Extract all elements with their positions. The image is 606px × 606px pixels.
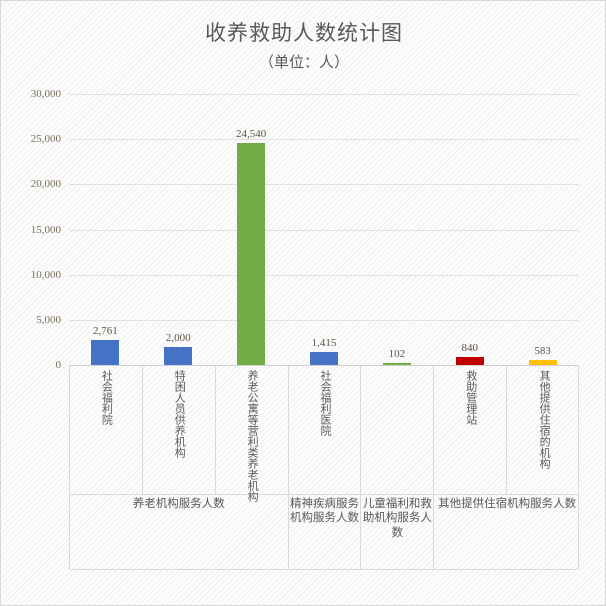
chart-subtitle: （单位：人） <box>258 55 349 71</box>
category-cell: 其他提供住宿的机构 <box>507 366 580 495</box>
category-label: 特困人员供养机构 <box>173 370 186 458</box>
category-cell: 养老公寓等营利类养老机构 <box>216 366 289 502</box>
plot-area: 2,761 2,000 24,540 1,415 102 840 583 <box>69 94 579 366</box>
bar-value-label: 1,415 <box>311 337 337 350</box>
group-cell: 精神疾病服务机构服务人数 <box>289 495 362 570</box>
group-cell: 养老机构服务人数 <box>70 495 289 570</box>
category-cell: 救助管理站 <box>434 366 508 495</box>
bar-value-label: 24,540 <box>236 128 267 141</box>
y-axis-tick-label: 15,000 <box>30 223 61 236</box>
y-axis-tick-label: 25,000 <box>30 133 61 146</box>
gridline <box>69 319 579 321</box>
bar-value-label: 840 <box>461 342 478 355</box>
group-label: 儿童福利和救助机构服务人数 <box>362 498 432 539</box>
bar[interactable] <box>528 359 557 365</box>
bar[interactable] <box>310 352 338 365</box>
gridline <box>69 229 579 231</box>
title-block: 收养救助人数统计图 （单位：人） <box>1 17 606 72</box>
category-cell: 社会福利院 <box>70 366 143 495</box>
bar[interactable] <box>455 357 484 365</box>
category-cell: 特困人员供养机构 <box>143 366 216 495</box>
category-label: 其他提供住宿的机构 <box>538 370 551 469</box>
gridline <box>69 184 579 186</box>
bar[interactable] <box>382 363 411 365</box>
y-axis-tick-label: 5,000 <box>36 313 61 326</box>
gridline <box>69 365 579 366</box>
category-label: 养老公寓等营利类养老机构 <box>246 370 259 502</box>
group-label-band: 养老机构服务人数 精神疾病服务机构服务人数 儿童福利和救助机构服务人数 其他提供住宿机… <box>69 495 579 570</box>
group-label: 精神疾病服务机构服务人数 <box>289 498 359 525</box>
bar-value-label: 2,000 <box>165 331 191 344</box>
gridline <box>69 139 579 141</box>
category-label: 社会福利医院 <box>318 370 331 436</box>
y-axis-tick-label: 0 <box>55 359 62 371</box>
category-label-band: 社会福利院 特困人员供养机构 养老公寓等营利类养老机构 社会福利医院 救助管理站 其他提供… <box>69 366 580 502</box>
bar[interactable] <box>91 340 120 365</box>
gridline <box>69 274 579 276</box>
y-axis-tick-label: 30,000 <box>30 88 61 100</box>
category-cell: 社会福利医院 <box>289 366 362 495</box>
group-cell: 其他提供住宿机构服务人数 <box>434 495 580 570</box>
group-label: 养老机构服务人数 <box>132 498 225 510</box>
y-axis-tick-label: 20,000 <box>30 178 61 191</box>
bar[interactable] <box>164 346 193 365</box>
bar-value-label: 2,761 <box>93 325 118 338</box>
bar-value-label: 583 <box>534 344 551 357</box>
group-label: 其他提供住宿机构服务人数 <box>438 498 577 510</box>
bar[interactable] <box>237 143 266 365</box>
category-label: 社会福利院 <box>100 370 113 425</box>
category-label: 救助管理站 <box>464 370 477 425</box>
category-cell <box>361 366 435 495</box>
y-axis-tick-label: 10,000 <box>30 268 61 281</box>
gridline <box>69 94 579 95</box>
chart-title: 收养救助人数统计图 <box>205 21 403 45</box>
bar-value-label: 102 <box>388 348 406 360</box>
y-axis: 30,000 25,000 20,000 15,000 10,000 5,000 0 <box>1 88 65 371</box>
group-cell: 儿童福利和救助机构服务人数 <box>361 495 435 570</box>
